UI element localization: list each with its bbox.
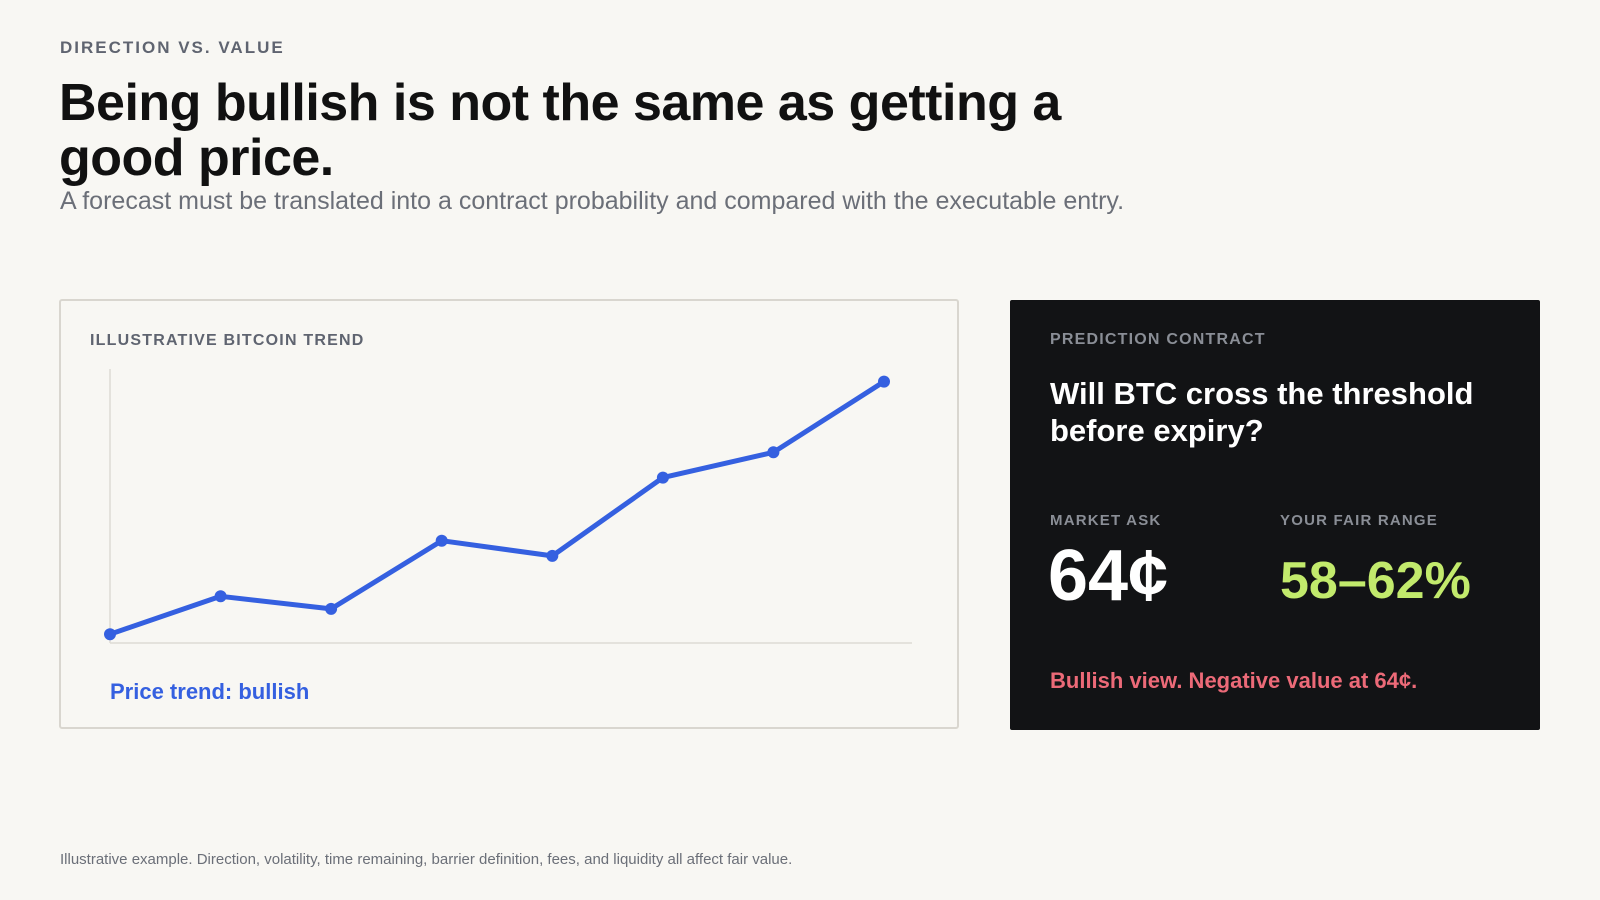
trend-chart-card: ILLUSTRATIVE BITCOIN TREND Price trend: …: [59, 299, 959, 729]
prediction-contract-card: PREDICTION CONTRACT Will BTC cross the t…: [1010, 300, 1540, 730]
data-point-4: [546, 549, 559, 562]
value-verdict: Bullish view. Negative value at 64¢.: [1050, 668, 1418, 693]
fair-range-label: YOUR FAIR RANGE: [1280, 512, 1439, 529]
data-point-5: [656, 471, 669, 484]
trend-chart: [104, 369, 912, 644]
series-layer: [104, 375, 890, 641]
data-point-2: [325, 602, 338, 615]
market-ask-value: 64¢: [1048, 536, 1169, 616]
data-point-6: [767, 446, 780, 459]
eyebrow: DIRECTION VS. VALUE: [60, 38, 285, 57]
contract-card-label: PREDICTION CONTRACT: [1050, 331, 1266, 348]
trend-label: Price trend: bullish: [110, 679, 310, 704]
contract-question: Will BTC cross the threshold before expi…: [1050, 376, 1474, 448]
chart-card-label: ILLUSTRATIVE BITCOIN TREND: [90, 332, 365, 349]
market-ask-label: MARKET ASK: [1050, 512, 1162, 529]
data-point-0: [104, 628, 116, 641]
data-point-7: [878, 375, 890, 388]
data-point-3: [435, 534, 448, 547]
page-title: Being bullish is not the same as getting…: [59, 74, 1061, 187]
series-line: [107, 379, 887, 637]
footnote: Illustrative example. Direction, volatil…: [60, 851, 793, 868]
data-point-1: [214, 590, 227, 603]
page-subtitle: A forecast must be translated into a con…: [60, 187, 1125, 215]
fair-range-value: 58–62%: [1280, 552, 1471, 610]
